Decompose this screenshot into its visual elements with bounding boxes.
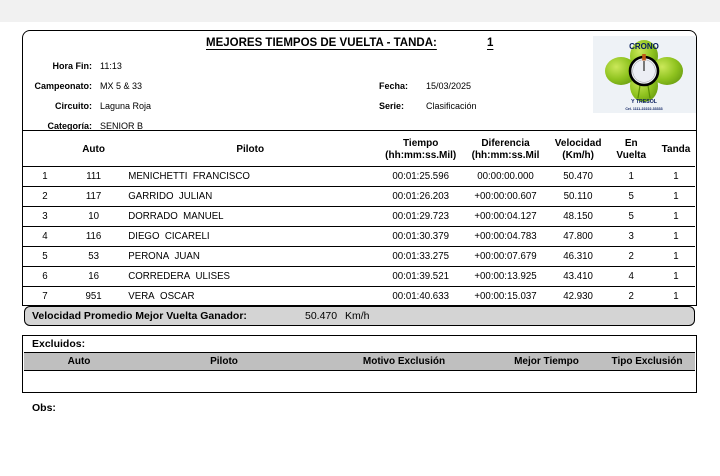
svg-text:Y TRESOL: Y TRESOL bbox=[631, 99, 658, 105]
svg-text:CRONO: CRONO bbox=[629, 42, 659, 51]
svg-text:Cel. 1111-22222-33333: Cel. 1111-22222-33333 bbox=[625, 107, 662, 111]
